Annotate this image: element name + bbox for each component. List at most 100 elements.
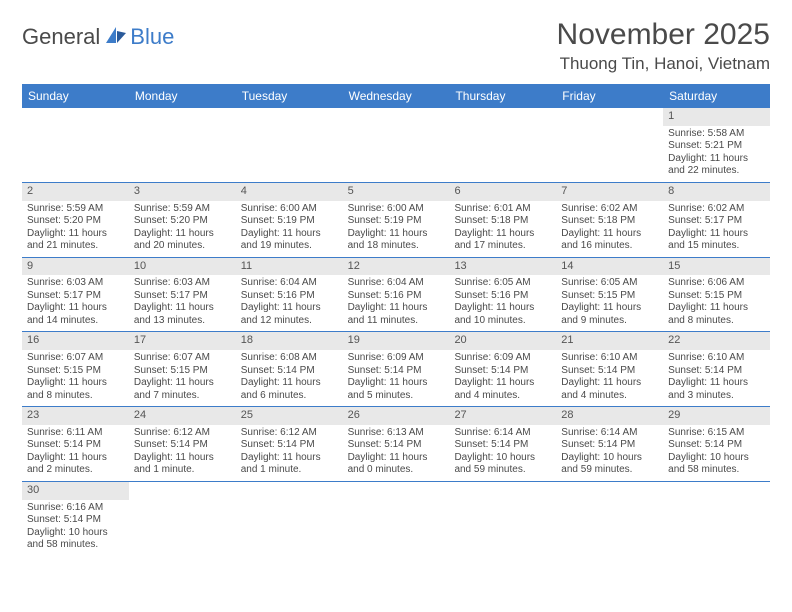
- day-cell: 24Sunrise: 6:12 AMSunset: 5:14 PMDayligh…: [129, 407, 236, 481]
- daylight-text: Daylight: 11 hours and 15 minutes.: [668, 228, 765, 253]
- day-number: 15: [663, 258, 770, 276]
- day-body: Sunrise: 6:04 AMSunset: 5:16 PMDaylight:…: [343, 275, 450, 331]
- logo: General Blue: [22, 24, 174, 50]
- day-number: 22: [663, 332, 770, 350]
- sunset-text: Sunset: 5:20 PM: [134, 215, 231, 228]
- sunrise-text: Sunrise: 6:10 AM: [668, 352, 765, 365]
- day-header-cell: Sunday: [22, 84, 129, 108]
- day-number: 28: [556, 407, 663, 425]
- sunset-text: Sunset: 5:18 PM: [561, 215, 658, 228]
- day-cell: 30Sunrise: 6:16 AMSunset: 5:14 PMDayligh…: [22, 482, 129, 556]
- day-body: Sunrise: 5:59 AMSunset: 5:20 PMDaylight:…: [22, 201, 129, 257]
- day-body: Sunrise: 6:00 AMSunset: 5:19 PMDaylight:…: [343, 201, 450, 257]
- sunrise-text: Sunrise: 6:12 AM: [241, 427, 338, 440]
- day-cell: [22, 108, 129, 182]
- day-cell: [236, 108, 343, 182]
- sunset-text: Sunset: 5:14 PM: [348, 439, 445, 452]
- calendar: SundayMondayTuesdayWednesdayThursdayFrid…: [22, 84, 770, 556]
- sunrise-text: Sunrise: 6:03 AM: [27, 277, 124, 290]
- day-cell: 3Sunrise: 5:59 AMSunset: 5:20 PMDaylight…: [129, 183, 236, 257]
- day-cell: 26Sunrise: 6:13 AMSunset: 5:14 PMDayligh…: [343, 407, 450, 481]
- daylight-text: Daylight: 11 hours and 9 minutes.: [561, 302, 658, 327]
- day-body: Sunrise: 6:02 AMSunset: 5:18 PMDaylight:…: [556, 201, 663, 257]
- day-cell: 28Sunrise: 6:14 AMSunset: 5:14 PMDayligh…: [556, 407, 663, 481]
- day-body: Sunrise: 6:15 AMSunset: 5:14 PMDaylight:…: [663, 425, 770, 481]
- day-number: 25: [236, 407, 343, 425]
- day-cell: 23Sunrise: 6:11 AMSunset: 5:14 PMDayligh…: [22, 407, 129, 481]
- day-cell: 19Sunrise: 6:09 AMSunset: 5:14 PMDayligh…: [343, 332, 450, 406]
- day-number: 23: [22, 407, 129, 425]
- sunset-text: Sunset: 5:14 PM: [454, 439, 551, 452]
- day-body: Sunrise: 6:04 AMSunset: 5:16 PMDaylight:…: [236, 275, 343, 331]
- day-number: 4: [236, 183, 343, 201]
- sunset-text: Sunset: 5:20 PM: [27, 215, 124, 228]
- day-cell: [556, 482, 663, 556]
- day-body: Sunrise: 6:03 AMSunset: 5:17 PMDaylight:…: [22, 275, 129, 331]
- daylight-text: Daylight: 11 hours and 14 minutes.: [27, 302, 124, 327]
- sunset-text: Sunset: 5:15 PM: [134, 365, 231, 378]
- day-body: Sunrise: 5:58 AMSunset: 5:21 PMDaylight:…: [663, 126, 770, 182]
- sunset-text: Sunset: 5:15 PM: [561, 290, 658, 303]
- sunset-text: Sunset: 5:14 PM: [241, 439, 338, 452]
- day-cell: [236, 482, 343, 556]
- day-cell: [129, 482, 236, 556]
- sunrise-text: Sunrise: 6:14 AM: [561, 427, 658, 440]
- sunset-text: Sunset: 5:14 PM: [27, 514, 124, 527]
- day-number: 20: [449, 332, 556, 350]
- day-header-cell: Friday: [556, 84, 663, 108]
- day-body: Sunrise: 6:07 AMSunset: 5:15 PMDaylight:…: [129, 350, 236, 406]
- day-body: Sunrise: 6:06 AMSunset: 5:15 PMDaylight:…: [663, 275, 770, 331]
- day-cell: 11Sunrise: 6:04 AMSunset: 5:16 PMDayligh…: [236, 258, 343, 332]
- day-cell: 10Sunrise: 6:03 AMSunset: 5:17 PMDayligh…: [129, 258, 236, 332]
- sunrise-text: Sunrise: 6:15 AM: [668, 427, 765, 440]
- day-cell: 29Sunrise: 6:15 AMSunset: 5:14 PMDayligh…: [663, 407, 770, 481]
- day-cell: 17Sunrise: 6:07 AMSunset: 5:15 PMDayligh…: [129, 332, 236, 406]
- day-cell: 14Sunrise: 6:05 AMSunset: 5:15 PMDayligh…: [556, 258, 663, 332]
- day-body: Sunrise: 6:14 AMSunset: 5:14 PMDaylight:…: [449, 425, 556, 481]
- title-block: November 2025 Thuong Tin, Hanoi, Vietnam: [557, 18, 770, 74]
- day-cell: [663, 482, 770, 556]
- day-body: Sunrise: 6:10 AMSunset: 5:14 PMDaylight:…: [663, 350, 770, 406]
- day-body: Sunrise: 6:11 AMSunset: 5:14 PMDaylight:…: [22, 425, 129, 481]
- sunset-text: Sunset: 5:14 PM: [241, 365, 338, 378]
- sunset-text: Sunset: 5:16 PM: [348, 290, 445, 303]
- day-header-cell: Tuesday: [236, 84, 343, 108]
- day-body: Sunrise: 6:12 AMSunset: 5:14 PMDaylight:…: [236, 425, 343, 481]
- page-header: General Blue November 2025 Thuong Tin, H…: [22, 18, 770, 74]
- day-cell: [449, 108, 556, 182]
- daylight-text: Daylight: 11 hours and 13 minutes.: [134, 302, 231, 327]
- day-number: 26: [343, 407, 450, 425]
- day-cell: 15Sunrise: 6:06 AMSunset: 5:15 PMDayligh…: [663, 258, 770, 332]
- day-cell: 25Sunrise: 6:12 AMSunset: 5:14 PMDayligh…: [236, 407, 343, 481]
- sunset-text: Sunset: 5:18 PM: [454, 215, 551, 228]
- daylight-text: Daylight: 11 hours and 18 minutes.: [348, 228, 445, 253]
- logo-text-blue: Blue: [130, 24, 174, 50]
- week-row: 9Sunrise: 6:03 AMSunset: 5:17 PMDaylight…: [22, 258, 770, 333]
- sunrise-text: Sunrise: 6:04 AM: [241, 277, 338, 290]
- sunset-text: Sunset: 5:15 PM: [668, 290, 765, 303]
- day-body: Sunrise: 6:07 AMSunset: 5:15 PMDaylight:…: [22, 350, 129, 406]
- sunrise-text: Sunrise: 6:10 AM: [561, 352, 658, 365]
- sunrise-text: Sunrise: 5:58 AM: [668, 128, 765, 141]
- sunrise-text: Sunrise: 6:08 AM: [241, 352, 338, 365]
- day-cell: [343, 482, 450, 556]
- day-body: Sunrise: 6:05 AMSunset: 5:16 PMDaylight:…: [449, 275, 556, 331]
- day-cell: 7Sunrise: 6:02 AMSunset: 5:18 PMDaylight…: [556, 183, 663, 257]
- daylight-text: Daylight: 11 hours and 0 minutes.: [348, 452, 445, 477]
- day-body: Sunrise: 6:10 AMSunset: 5:14 PMDaylight:…: [556, 350, 663, 406]
- day-number: 8: [663, 183, 770, 201]
- week-row: 16Sunrise: 6:07 AMSunset: 5:15 PMDayligh…: [22, 332, 770, 407]
- daylight-text: Daylight: 11 hours and 1 minute.: [134, 452, 231, 477]
- day-body: Sunrise: 6:05 AMSunset: 5:15 PMDaylight:…: [556, 275, 663, 331]
- sunset-text: Sunset: 5:17 PM: [27, 290, 124, 303]
- sunset-text: Sunset: 5:17 PM: [134, 290, 231, 303]
- sunrise-text: Sunrise: 6:00 AM: [241, 203, 338, 216]
- sunset-text: Sunset: 5:14 PM: [27, 439, 124, 452]
- daylight-text: Daylight: 10 hours and 58 minutes.: [668, 452, 765, 477]
- day-cell: 6Sunrise: 6:01 AMSunset: 5:18 PMDaylight…: [449, 183, 556, 257]
- weeks-container: 1Sunrise: 5:58 AMSunset: 5:21 PMDaylight…: [22, 108, 770, 556]
- month-title: November 2025: [557, 18, 770, 52]
- day-number: 27: [449, 407, 556, 425]
- sunrise-text: Sunrise: 6:00 AM: [348, 203, 445, 216]
- sunrise-text: Sunrise: 6:11 AM: [27, 427, 124, 440]
